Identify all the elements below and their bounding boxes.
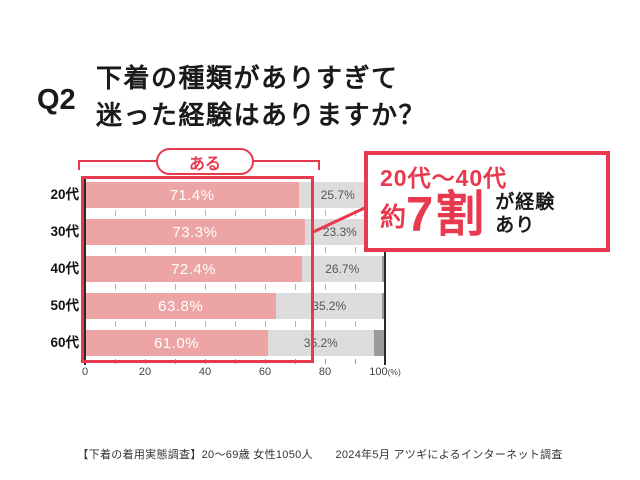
callout-big-number: 7割 (406, 188, 487, 243)
bar-value-label: 23.3% (322, 225, 357, 239)
axis-tick (234, 359, 236, 364)
bar-segment: 35.2% (276, 293, 382, 319)
bar-value-label: 73.3% (172, 223, 218, 241)
question-number: Q2 (37, 84, 76, 116)
callout-approx: 約 (380, 202, 407, 232)
bar-segment: 71.4% (85, 182, 300, 208)
bar-segment (382, 293, 385, 319)
bar-segment: 35.2% (268, 330, 374, 356)
bar-segment: 23.3% (304, 219, 375, 245)
source-note: 【下着の着用実態調査】20〜69歳 女性1050人 2024年5月 アツギによる… (77, 449, 563, 461)
question-title-line1: 下着の種類がありすぎて (96, 63, 399, 93)
bar-value-label: 72.4% (171, 260, 217, 278)
callout-suffix-line1: が経験 (495, 192, 556, 213)
axis-edge-left (84, 179, 86, 365)
bar-value-label: 61.0% (153, 334, 200, 352)
callout-suffix: が経験 あり (495, 191, 555, 237)
axis-tick-label: 40 (198, 366, 212, 378)
bar-value-label: 26.7% (325, 262, 360, 276)
axis-tick (174, 359, 176, 364)
axis-tick (114, 359, 116, 364)
axis-tick (264, 359, 266, 364)
category-label: 40代 (50, 261, 79, 276)
axis-tick-label: 100(%) (369, 366, 401, 378)
bar-segment: 26.7% (302, 256, 383, 282)
axis-tick (144, 359, 146, 364)
axis-tick-label: 0 (81, 366, 89, 378)
category-label: 60代 (50, 335, 79, 350)
bar-segment: 73.3% (85, 219, 305, 245)
category-label: 30代 (50, 224, 79, 239)
bar-segment: 72.4% (85, 256, 303, 282)
question-title: 下着の種類がありすぎて 迷った経験はありますか？ (96, 60, 426, 134)
bar-value-label: 25.7% (320, 188, 355, 202)
answer-tag-label: ある (188, 155, 221, 173)
callout-suffix-line2: あり (495, 215, 536, 236)
bar-segment: 63.8% (85, 293, 277, 319)
category-label: 20代 (50, 187, 79, 202)
bar-value-label: 63.8% (158, 297, 204, 315)
axis-tick (204, 359, 206, 364)
axis-tick (324, 359, 326, 364)
answer-tag: ある (156, 148, 254, 175)
axis-edge-right (384, 179, 386, 365)
bar-value-label: 35.2% (312, 299, 347, 313)
axis-tick-label: 60 (258, 366, 272, 378)
callout-age-range: 20代〜40代 (380, 165, 508, 191)
axis-tick-label: 20 (138, 366, 152, 378)
category-label: 50代 (50, 298, 79, 313)
bar-segment (382, 256, 385, 282)
axis-tick (354, 359, 356, 364)
callout-headline: 約 7割 が経験 あり (380, 188, 598, 243)
stacked-bar-chart: 20代 71.4% 25.7% 30代 73.3% 23.3% 40代 72.4% 26.7% 5… (50, 179, 401, 378)
bar-value-label: 35.2% (303, 336, 338, 350)
axis-unit-label: (%) (387, 367, 401, 377)
bar-segment: 61.0% (85, 330, 268, 356)
axis-tick (294, 359, 296, 364)
question-title-line2: 迷った経験はありますか？ (96, 100, 427, 130)
bar-value-label: 71.4% (169, 186, 215, 204)
callout-box: 20代〜40代 約 7割 が経験 あり (364, 151, 610, 252)
bar-segment (373, 330, 385, 356)
axis-tick-label: 80 (318, 366, 332, 378)
